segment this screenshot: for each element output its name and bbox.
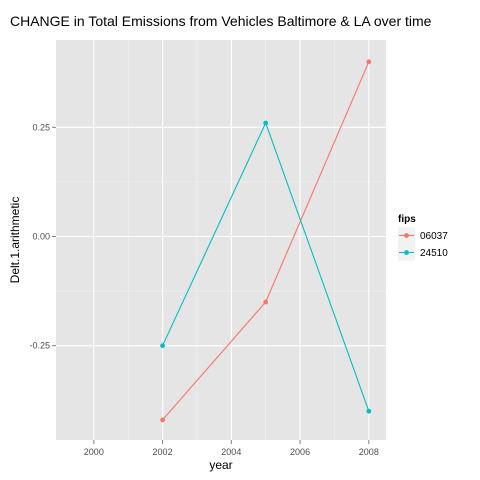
x-tick-label: 2006	[290, 447, 310, 457]
legend: fips 06037 24510	[398, 214, 448, 261]
x-tick-label: 2000	[84, 447, 104, 457]
chart-title: CHANGE in Total Emissions from Vehicles …	[10, 13, 432, 29]
y-axis-title: Delt.1.arithmetic	[8, 197, 22, 284]
legend-key-point-06037	[404, 233, 409, 238]
y-tick-label: 0.00	[32, 232, 50, 242]
x-tick-label: 2008	[359, 447, 379, 457]
legend-label-06037: 06037	[420, 231, 448, 242]
data-point-24510	[160, 343, 165, 349]
series-layer	[160, 59, 372, 423]
major-grid	[56, 40, 386, 440]
data-point-24510	[366, 408, 372, 414]
legend-label-24510: 24510	[420, 248, 448, 259]
legend-title: fips	[398, 214, 416, 225]
data-point-24510	[263, 120, 269, 126]
legend-key-point-24510	[404, 250, 409, 255]
x-axis: 2000 2002 2004 2006 2008	[84, 440, 379, 457]
plot-panel	[56, 40, 386, 440]
y-tick-label: 0.25	[32, 122, 50, 132]
y-axis: -0.25 0.00 0.25	[29, 122, 56, 351]
minor-grid	[56, 40, 386, 440]
x-tick-label: 2002	[153, 447, 173, 457]
data-point-06037	[366, 59, 372, 65]
x-axis-title: year	[209, 458, 232, 472]
data-point-06037	[160, 417, 165, 423]
x-tick-label: 2004	[221, 447, 241, 457]
data-point-06037	[263, 299, 269, 305]
y-tick-label: -0.25	[29, 341, 50, 351]
